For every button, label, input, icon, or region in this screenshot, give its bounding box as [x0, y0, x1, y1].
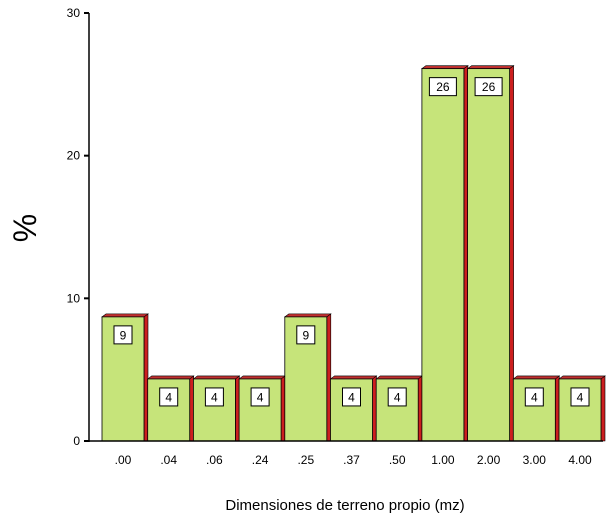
data-label: 26	[436, 80, 450, 94]
x-tick-label: .25	[297, 453, 314, 467]
bar-top	[192, 375, 241, 380]
data-label: 4	[394, 390, 401, 404]
x-tick-label: 2.00	[477, 453, 501, 467]
data-label-box	[474, 77, 503, 97]
bar-face	[421, 68, 465, 442]
y-axis-title: %	[7, 214, 43, 242]
bar-top	[101, 313, 149, 318]
y-tick-label: 30	[67, 6, 81, 20]
y-axis: 0 10 20 30	[67, 6, 90, 448]
x-axis-title: Dimensiones de terreno propio (mz)	[225, 497, 464, 514]
x-tick-label: 3.00	[523, 453, 547, 467]
data-label: 4	[348, 390, 355, 404]
data-label-box	[250, 387, 270, 407]
y-tick-label: 20	[67, 149, 81, 163]
y-tick-label: 0	[73, 434, 80, 448]
x-tick-label: .37	[343, 453, 360, 467]
bar-top	[283, 313, 332, 318]
y-tick-label: 10	[67, 291, 81, 305]
data-label-box	[387, 387, 407, 407]
data-label: 9	[302, 328, 309, 342]
bar-top	[466, 65, 515, 69]
data-label-box	[342, 387, 361, 407]
data-label-box	[428, 77, 457, 97]
bar: 4	[329, 375, 378, 442]
data-label-box	[204, 387, 224, 407]
data-label: 4	[577, 390, 584, 404]
bar: 4	[375, 375, 424, 442]
bar-top	[420, 65, 469, 69]
bar: 4	[192, 375, 241, 442]
bar-top	[329, 375, 378, 380]
data-label-box	[524, 387, 544, 407]
data-label: 26	[482, 80, 496, 94]
bar: 9	[101, 313, 149, 442]
bar-face	[467, 68, 511, 442]
bar-top	[146, 375, 195, 380]
x-tick-label: .24	[252, 453, 269, 467]
data-label: 4	[531, 390, 538, 404]
bar: 4	[146, 375, 195, 442]
data-label-box	[113, 325, 133, 345]
bar: 26	[420, 65, 469, 442]
data-label-box	[570, 387, 590, 407]
x-tick-label: .50	[389, 453, 406, 467]
bar-top	[512, 375, 561, 380]
bar: 4	[558, 375, 606, 442]
x-tick-label: 1.00	[431, 453, 455, 467]
data-label-box	[159, 387, 179, 407]
bars: 9 4 4 4 9 4 4 26 26 4 4	[101, 65, 606, 442]
data-label: 4	[257, 390, 264, 404]
data-label: 4	[165, 390, 172, 404]
bar: 9	[283, 313, 332, 442]
data-label-box	[296, 325, 316, 345]
bar: 26	[466, 65, 515, 442]
x-tick-label: .04	[160, 453, 177, 467]
bar-top	[238, 375, 287, 380]
bar: 4	[238, 375, 287, 442]
x-axis: .00 .04 .06 .24 .25 .37 .50 1.00 2.00 3.00 4.00	[89, 440, 603, 467]
bar-side	[600, 375, 606, 442]
x-tick-label: .06	[206, 453, 223, 467]
bar: 4	[512, 375, 561, 442]
bar-top	[558, 375, 606, 380]
bar-top	[375, 375, 424, 380]
x-tick-label: .00	[115, 453, 132, 467]
data-label: 4	[211, 390, 218, 404]
data-label: 9	[120, 328, 127, 342]
x-tick-label: 4.00	[568, 453, 592, 467]
